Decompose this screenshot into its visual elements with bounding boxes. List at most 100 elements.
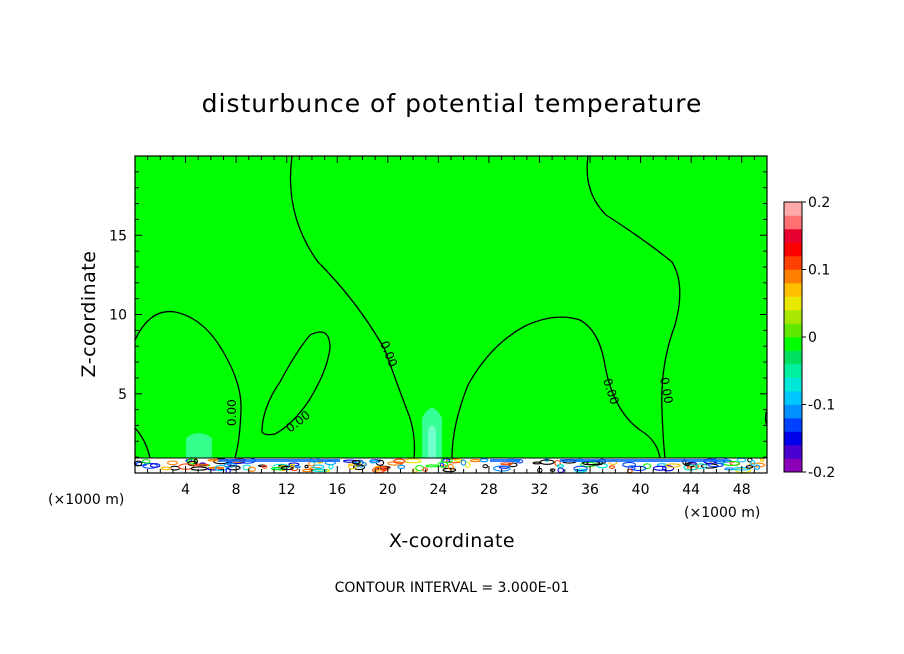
y-tick-label: 10: [109, 308, 127, 324]
boundary-noise: [208, 466, 225, 470]
colorbar-swatch: [784, 431, 802, 446]
colorbar-swatch: [784, 283, 802, 297]
colorbar-swatch: [784, 296, 802, 311]
boundary-noise: [573, 465, 588, 472]
boundary-noise: [328, 464, 334, 470]
boundary-noise: [194, 463, 209, 467]
x-tick-label: 28: [480, 482, 498, 498]
x-tick-label: 20: [379, 482, 397, 498]
boundary-band: [218, 459, 340, 462]
colorbar-swatch: [784, 445, 802, 459]
boundary-noise: [351, 459, 361, 465]
boundary-noise: [556, 464, 565, 468]
colorbar-tick-label: 0.1: [808, 263, 830, 279]
boundary-noise: [226, 465, 241, 471]
colorbar-swatch: [784, 337, 802, 351]
boundary-noise: [247, 466, 256, 472]
boundary-noise: [753, 464, 761, 470]
boundary-noise: [683, 464, 698, 471]
x-tick-label: 24: [429, 482, 447, 498]
contour-label: 0.00: [225, 399, 239, 426]
boundary-noise: [748, 462, 766, 468]
colorbar-swatch: [784, 229, 802, 243]
colorbar-tick-label: -0.2: [808, 465, 835, 481]
colorbar-swatch: [784, 215, 802, 230]
boundary-noise: [442, 467, 457, 473]
y-axis-label: Z-coordinate: [78, 251, 100, 378]
colorbar-swatch: [784, 242, 802, 257]
x-tick-label: 32: [531, 482, 549, 498]
boundary-noise: [190, 466, 208, 471]
x-tick-label: 36: [581, 482, 599, 498]
boundary-noise: [609, 465, 616, 469]
boundary-noise: [574, 468, 588, 473]
boundary-band: [490, 459, 520, 462]
boundary-noise: [482, 464, 489, 469]
colorbar-swatch: [784, 323, 802, 338]
boundary-noise: [193, 458, 198, 465]
colorbar-swatch: [784, 269, 802, 284]
x-axis-label: X-coordinate: [389, 530, 515, 552]
colorbar-swatch: [784, 391, 802, 405]
cyan-plume-left: [186, 433, 212, 462]
boundary-noise: [289, 463, 295, 467]
boundary-noise: [280, 465, 294, 471]
boundary-noise: [312, 468, 328, 472]
boundary-noise: [142, 462, 159, 469]
contour-right: [586, 155, 681, 459]
boundary-noise: [178, 463, 195, 470]
contour-left: [134, 310, 242, 459]
boundary-noise: [469, 458, 481, 463]
boundary-noise: [214, 464, 228, 472]
boundary-noise: [665, 463, 681, 468]
boundary-noise: [745, 465, 754, 469]
boundary-noise: [141, 459, 151, 464]
boundary-noise: [342, 459, 357, 463]
boundary-noise: [270, 466, 285, 471]
x-tick-label: 12: [278, 482, 296, 498]
boundary-noise: [352, 464, 366, 471]
boundary-noise: [304, 464, 309, 469]
boundary-band: [560, 459, 725, 462]
x-tick-label: 16: [328, 482, 346, 498]
boundary-noise: [397, 464, 406, 470]
boundary-noise: [393, 458, 406, 464]
colorbar-swatch: [784, 202, 802, 216]
colorbar-swatch: [784, 377, 802, 392]
x-tick-label: 44: [682, 482, 700, 498]
boundary-noise: [662, 465, 675, 472]
contour-label: 0.00: [657, 376, 675, 405]
boundary-noise: [290, 466, 299, 472]
contour-center-left: [289, 155, 416, 459]
contour-interval: CONTOUR INTERVAL = 3.000E-01: [335, 580, 570, 596]
colorbar: 0.2 0.1 0 -0.1 -0.2: [783, 195, 835, 481]
x-tick-label: 8: [232, 482, 241, 498]
contour-small-blob: [261, 331, 331, 436]
z-unit-label: (×1000 m): [48, 492, 124, 508]
boundary-noise: [653, 465, 667, 471]
boundary-noise: [500, 462, 513, 466]
x-tick-label: 48: [733, 482, 751, 498]
boundary-noise: [460, 459, 467, 466]
boundary-noise: [149, 463, 161, 468]
y-tick-label: 5: [118, 387, 127, 403]
colorbar-swatch: [784, 350, 802, 365]
boundary-noise: [631, 465, 647, 472]
boundary-noise: [549, 468, 556, 472]
colorbar-tick-label: 0.2: [808, 195, 830, 211]
colorbar-swatch: [784, 256, 802, 270]
x-tick-label: 40: [632, 482, 650, 498]
boundary-noise: [373, 465, 381, 472]
colorbar-tick-label: -0.1: [808, 398, 835, 414]
boundary-noise: [223, 462, 237, 468]
cyan-plume-center-inner: [428, 425, 436, 460]
boundary-noise: [312, 464, 325, 470]
boundary-noise: [622, 461, 637, 468]
boundary-noise: [160, 466, 172, 471]
x-unit-label: (×1000 m): [684, 505, 760, 521]
boundary-noise: [167, 460, 179, 466]
boundary-noise: [294, 465, 301, 469]
x-tick-label: 4: [181, 482, 190, 498]
colorbar-swatch: [784, 458, 802, 473]
boundary-noise: [759, 458, 765, 462]
